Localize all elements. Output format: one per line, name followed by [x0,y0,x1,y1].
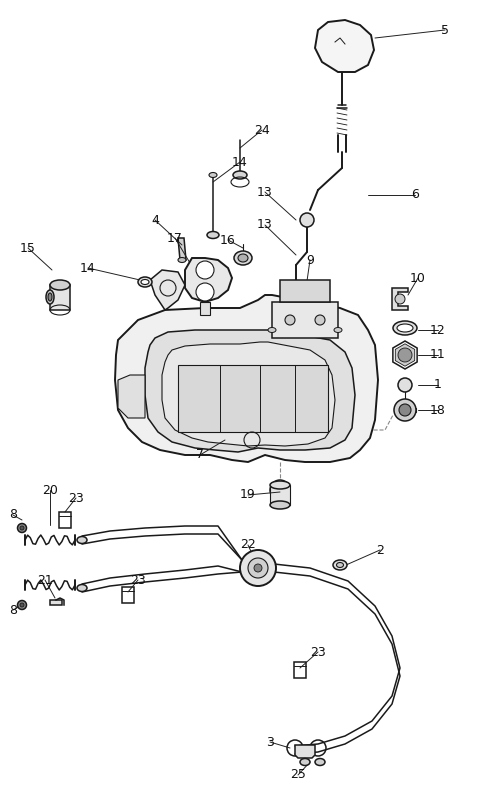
Text: 4: 4 [151,214,159,226]
Ellipse shape [77,537,87,544]
Ellipse shape [46,290,54,304]
Polygon shape [185,258,232,302]
Text: 23: 23 [130,573,146,587]
Text: 25: 25 [290,769,306,781]
Polygon shape [118,375,145,418]
Text: 3: 3 [266,735,274,749]
Text: 8: 8 [9,603,17,616]
Ellipse shape [397,324,413,332]
Ellipse shape [333,560,347,570]
Circle shape [395,294,405,304]
Text: 23: 23 [310,646,326,658]
Text: 12: 12 [430,323,446,337]
Polygon shape [272,302,338,338]
Ellipse shape [234,251,252,265]
Circle shape [248,558,268,578]
Text: 9: 9 [306,253,314,267]
Ellipse shape [17,600,26,610]
Circle shape [285,315,295,325]
Text: 8: 8 [9,508,17,522]
Circle shape [196,261,214,279]
Text: 13: 13 [257,218,273,232]
Ellipse shape [270,481,290,489]
Polygon shape [145,330,355,452]
Text: 2: 2 [376,544,384,557]
Ellipse shape [141,279,149,284]
Text: 7: 7 [196,449,204,461]
Ellipse shape [398,378,412,392]
Text: 11: 11 [430,349,446,361]
Text: 16: 16 [220,233,236,246]
Polygon shape [178,238,186,260]
Ellipse shape [207,232,219,238]
Ellipse shape [17,523,26,533]
Ellipse shape [233,171,247,179]
Text: 13: 13 [257,186,273,198]
Circle shape [399,404,411,416]
Ellipse shape [315,758,325,765]
Circle shape [315,315,325,325]
Circle shape [196,283,214,301]
Text: 14: 14 [80,261,96,275]
Ellipse shape [50,280,70,290]
Ellipse shape [77,584,87,592]
Ellipse shape [48,293,52,301]
Polygon shape [50,285,70,310]
Ellipse shape [336,562,344,568]
Circle shape [254,564,262,572]
Text: 15: 15 [20,241,36,255]
Polygon shape [50,600,62,605]
Text: 21: 21 [37,573,53,587]
Ellipse shape [20,603,24,607]
Circle shape [394,399,416,421]
Ellipse shape [138,277,152,287]
Ellipse shape [300,758,310,765]
Ellipse shape [209,172,217,178]
Text: 17: 17 [167,232,183,245]
Polygon shape [396,344,415,366]
Ellipse shape [20,526,24,530]
Polygon shape [178,365,328,432]
Polygon shape [392,288,408,310]
Circle shape [240,550,276,586]
Ellipse shape [393,321,417,335]
Ellipse shape [238,254,248,262]
Text: 19: 19 [240,488,256,502]
Polygon shape [200,302,210,315]
Text: 22: 22 [240,538,256,552]
Circle shape [270,480,290,500]
Polygon shape [115,295,378,462]
Text: 23: 23 [68,491,84,504]
Text: 24: 24 [254,124,270,137]
Text: 10: 10 [410,272,426,284]
Ellipse shape [334,327,342,333]
Circle shape [290,287,302,299]
Circle shape [300,213,314,227]
Polygon shape [280,280,330,302]
Circle shape [398,348,412,362]
Bar [270,485,290,505]
Ellipse shape [268,327,276,333]
Polygon shape [295,745,315,758]
Polygon shape [150,270,185,310]
Polygon shape [315,20,374,72]
Text: 14: 14 [232,156,248,168]
Ellipse shape [270,501,290,509]
Text: 18: 18 [430,403,446,417]
Polygon shape [162,342,335,446]
Text: 20: 20 [42,484,58,496]
Text: 1: 1 [434,379,442,391]
Text: 5: 5 [441,24,449,37]
Ellipse shape [178,257,186,263]
Text: 6: 6 [411,188,419,202]
